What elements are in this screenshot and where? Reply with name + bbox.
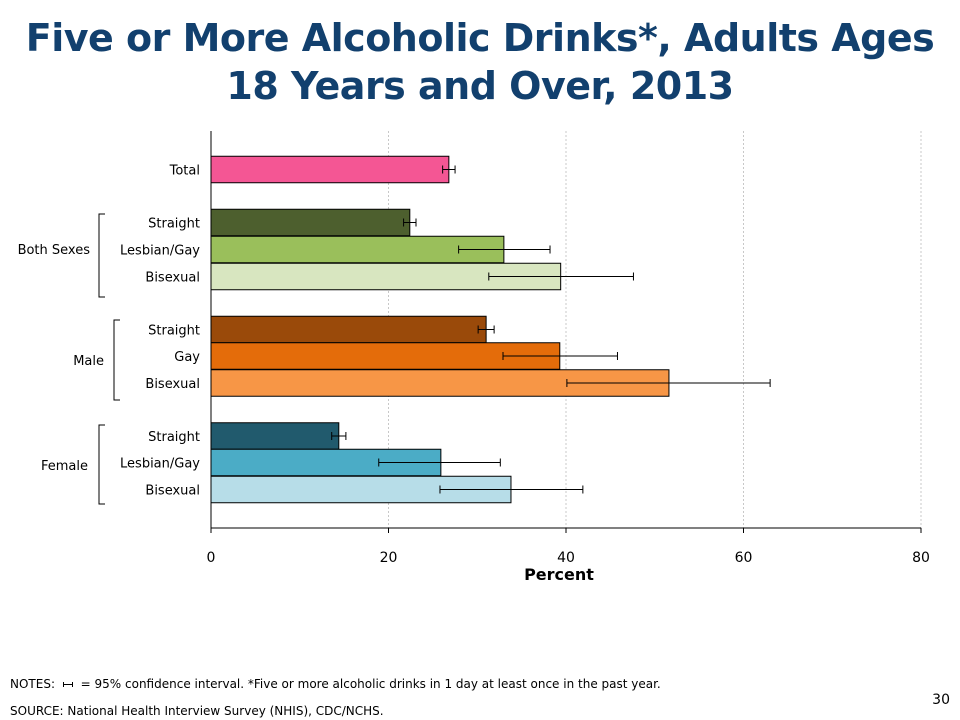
title-line-1: Five or More Alcoholic Drinks*, Adults A… bbox=[25, 16, 935, 60]
bar bbox=[210, 315, 487, 344]
category-label: Lesbian/Gay bbox=[120, 457, 200, 472]
notes-text: = 95% confidence interval. *Five or more… bbox=[80, 677, 661, 691]
x-tick-label: 20 bbox=[380, 550, 398, 566]
group-label: Female bbox=[41, 459, 88, 474]
x-axis-title: Percent bbox=[524, 565, 594, 584]
notes-label: NOTES: bbox=[10, 677, 55, 691]
x-tick-label: 0 bbox=[207, 550, 216, 566]
group-label: Male bbox=[73, 354, 104, 369]
category-label: Straight bbox=[148, 430, 200, 445]
category-label: Lesbian/Gay bbox=[120, 244, 200, 259]
category-label: Bisexual bbox=[145, 271, 200, 286]
x-tick-label: 40 bbox=[557, 550, 575, 566]
x-tick-label: 80 bbox=[912, 550, 930, 566]
confidence-interval-icon bbox=[62, 681, 74, 688]
bar bbox=[210, 235, 505, 264]
group-label: Both Sexes bbox=[18, 243, 91, 258]
bar bbox=[210, 208, 411, 237]
group-bracket bbox=[113, 319, 120, 401]
bar bbox=[210, 342, 561, 370]
category-label: Bisexual bbox=[145, 377, 200, 392]
title-line-2: 18 Years and Over, 2013 bbox=[226, 64, 734, 108]
source-text: SOURCE: National Health Interview Survey… bbox=[10, 704, 384, 718]
category-label: Gay bbox=[174, 350, 200, 365]
group-bracket bbox=[98, 213, 105, 298]
group-bracket bbox=[98, 424, 105, 505]
category-label: Straight bbox=[148, 217, 200, 232]
category-label: Straight bbox=[148, 324, 200, 339]
category-label: Bisexual bbox=[145, 484, 200, 499]
bar bbox=[210, 422, 340, 450]
bar-chart: Total Straight Lesbian/Gay Bisexual Straight… bbox=[18, 131, 930, 584]
notes: NOTES: = 95% confidence interval. *Five … bbox=[10, 677, 661, 691]
x-tick-label: 60 bbox=[735, 550, 753, 566]
page-number: 30 bbox=[932, 692, 950, 708]
category-label: Total bbox=[169, 164, 200, 179]
bar bbox=[210, 155, 450, 184]
chart-title: Five or More Alcoholic Drinks*, Adults A… bbox=[0, 14, 960, 110]
